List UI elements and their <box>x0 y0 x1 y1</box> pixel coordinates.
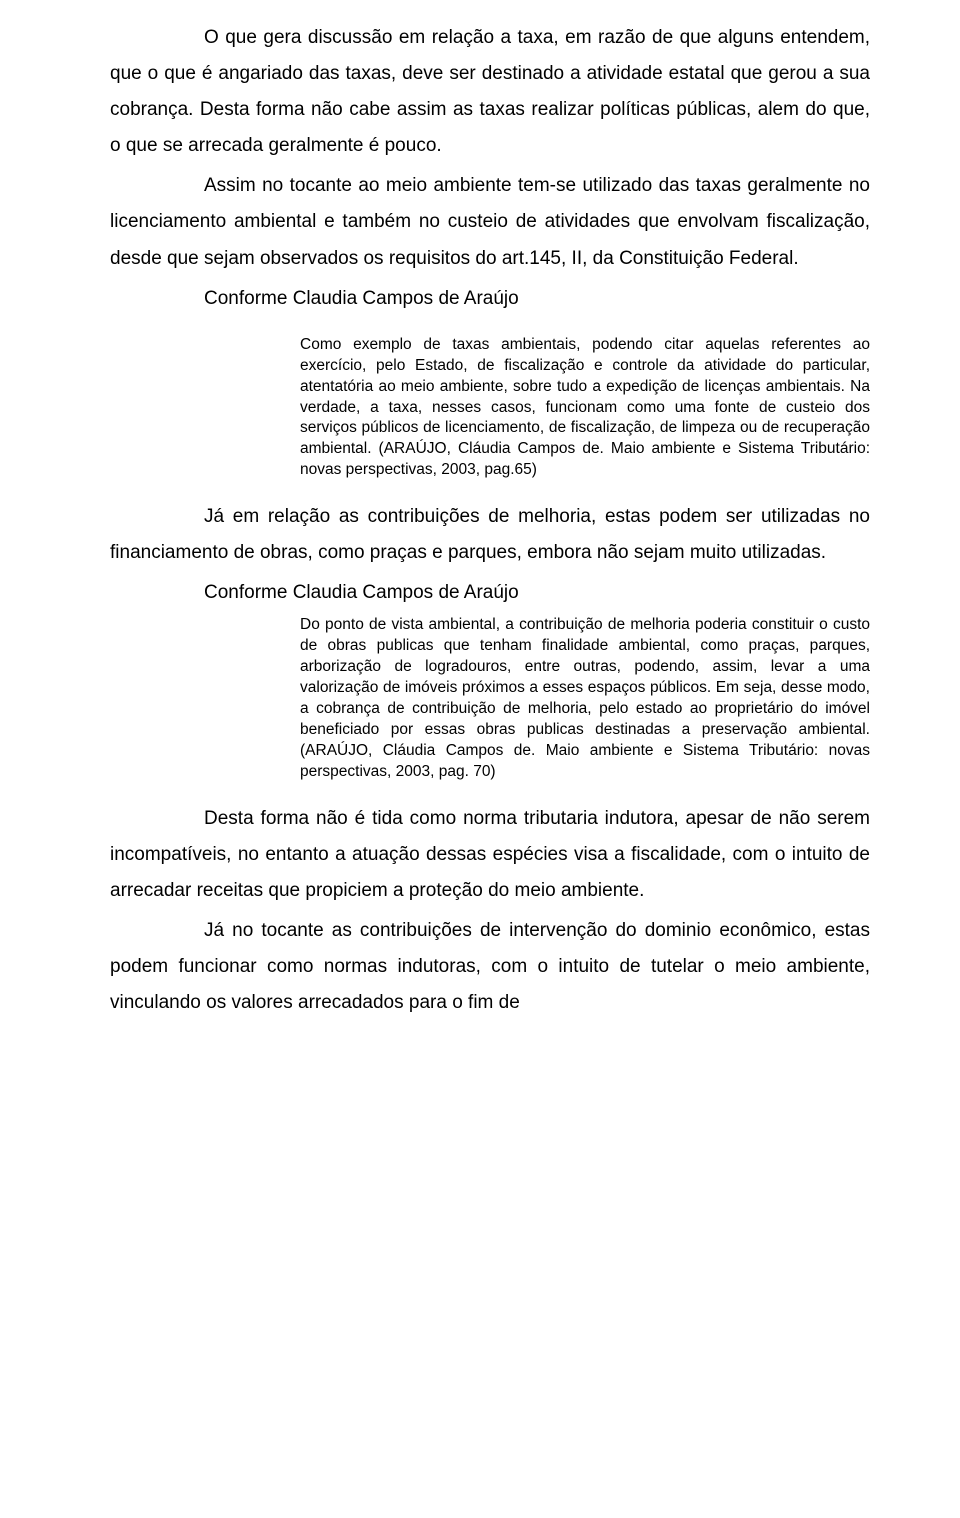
paragraph-3: Conforme Claudia Campos de Araújo <box>110 281 870 317</box>
paragraph-4: Já em relação as contribuições de melhor… <box>110 499 870 571</box>
paragraph-1: O que gera discussão em relação a taxa, … <box>110 20 870 164</box>
paragraph-5: Conforme Claudia Campos de Araújo <box>110 575 870 611</box>
paragraph-6: Desta forma não é tida como norma tribut… <box>110 801 870 909</box>
paragraph-2: Assim no tocante ao meio ambiente tem-se… <box>110 168 870 276</box>
block-quote-2: Do ponto de vista ambiental, a contribui… <box>300 615 870 782</box>
document-page: O que gera discussão em relação a taxa, … <box>0 0 960 1045</box>
block-quote-1: Como exemplo de taxas ambientais, podend… <box>300 335 870 481</box>
paragraph-7: Já no tocante as contribuições de interv… <box>110 913 870 1021</box>
